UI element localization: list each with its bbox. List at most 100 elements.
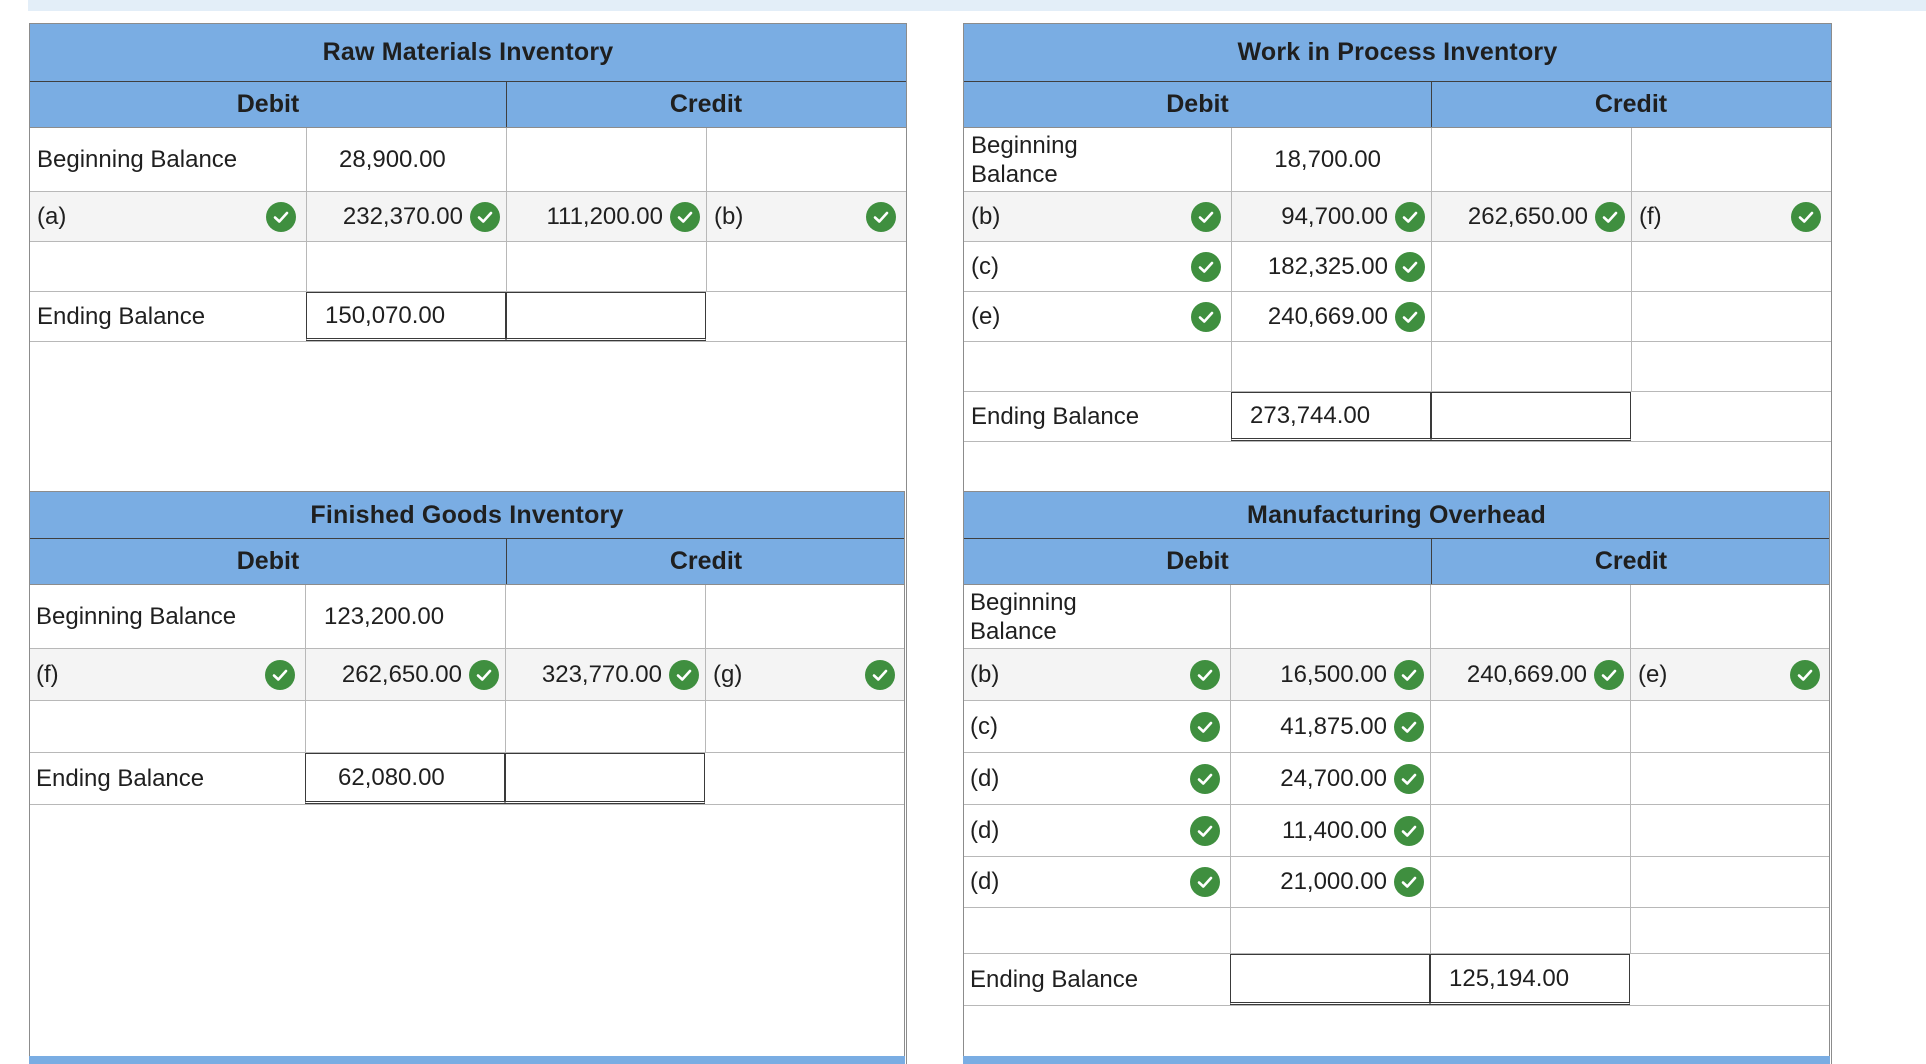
debit-ref-cell[interactable] [29, 701, 305, 752]
credit-ref-cell[interactable] [1631, 342, 1831, 391]
debit-amount-cell[interactable] [305, 701, 505, 752]
credit-ref-select[interactable]: (b) [706, 192, 906, 241]
debit-amount-input[interactable]: 16,500.00 [1230, 649, 1430, 700]
debit-ref-select[interactable]: (c) [963, 701, 1230, 752]
debit-ref-cell[interactable] [963, 908, 1230, 953]
check-circle-icon [1190, 711, 1220, 742]
debit-amount-input[interactable]: 262,650.00 [305, 649, 505, 700]
debit-ref-value: (a) [37, 202, 67, 230]
debit-ref-select[interactable]: (f) [29, 649, 305, 700]
debit-ref-select[interactable]: (a) [30, 192, 306, 241]
credit-ref-cell[interactable] [705, 701, 905, 752]
beginning-balance-amount[interactable]: 18,700.00 [1231, 128, 1431, 191]
credit-amount-cell[interactable] [1430, 585, 1630, 648]
debit-ref-select[interactable]: (d) [963, 753, 1230, 804]
check-circle-icon [1190, 867, 1220, 897]
credit-ref-cell[interactable] [1630, 805, 1830, 856]
debit-ref-cell[interactable] [30, 242, 306, 291]
credit-ref-select[interactable]: (e) [1630, 649, 1830, 700]
beginning-balance-amount[interactable]: 123,200.00 [305, 585, 505, 648]
debit-amount-input[interactable]: 182,325.00 [1231, 242, 1431, 291]
debit-amount-cell[interactable] [1230, 908, 1430, 953]
credit-amount-cell[interactable] [1430, 701, 1630, 752]
credit-amount-input[interactable]: 111,200.00 [506, 192, 706, 241]
debit-ref-select[interactable]: (d) [963, 857, 1230, 907]
debit-amount-input[interactable]: 41,875.00 [1230, 701, 1430, 752]
ending-balance-credit-cell[interactable] [505, 753, 705, 804]
credit-amount-cell[interactable] [506, 242, 706, 291]
credit-amount-input[interactable]: 240,669.00 [1430, 649, 1630, 700]
debit-amount-input[interactable]: 24,700.00 [1230, 753, 1430, 804]
debit-amount-input[interactable]: 11,400.00 [1230, 805, 1430, 856]
credit-amount-cell[interactable] [1431, 128, 1631, 191]
check-circle-icon [1190, 659, 1220, 690]
credit-ref-select[interactable]: (g) [705, 649, 905, 700]
credit-ref-select[interactable]: (f) [1631, 192, 1831, 241]
credit-amount-cell[interactable] [505, 701, 705, 752]
credit-ref-cell[interactable] [705, 585, 905, 648]
entry-row: (f) 262,650.00 323,770.00 (g) [29, 649, 905, 701]
ending-balance-credit-cell[interactable] [506, 292, 706, 341]
debit-ref-value: (c) [970, 712, 998, 740]
credit-ref-cell[interactable] [1630, 701, 1830, 752]
credit-ref-cell[interactable] [1630, 908, 1830, 953]
check-circle-icon [866, 201, 896, 232]
credit-ref-cell[interactable] [1630, 857, 1830, 907]
debit-ref-value: (b) [970, 660, 1000, 688]
beginning-balance-amount[interactable] [1230, 585, 1430, 648]
debit-amount-input[interactable]: 240,669.00 [1231, 292, 1431, 341]
check-circle-icon [1595, 201, 1625, 232]
debit-amount-input[interactable]: 21,000.00 [1230, 857, 1430, 907]
credit-amount-input[interactable]: 323,770.00 [505, 649, 705, 700]
beginning-balance-label: Beginning Balance [36, 602, 237, 630]
debit-ref-value: (e) [971, 302, 1001, 330]
check-circle-icon [1394, 763, 1424, 794]
debit-ref-select[interactable]: (b) [963, 649, 1230, 700]
credit-ref-value: (g) [713, 660, 743, 688]
ending-balance-row: Ending Balance 273,744.00 [964, 392, 1831, 442]
credit-amount-cell[interactable] [505, 585, 705, 648]
credit-amount-cell[interactable] [1430, 857, 1630, 907]
ending-balance-amount[interactable]: 62,080.00 [305, 753, 505, 804]
entry-row: (c) 182,325.00 [964, 242, 1831, 292]
credit-amount-value: 323,770.00 [541, 660, 662, 688]
debit-amount-value: 24,700.00 [1280, 764, 1387, 792]
credit-amount-input[interactable]: 262,650.00 [1431, 192, 1631, 241]
debit-amount-value: 16,500.00 [1280, 660, 1387, 688]
ending-balance-row: Ending Balance 150,070.00 [30, 292, 906, 342]
debit-amount-cell[interactable] [1231, 342, 1431, 391]
debit-ref-select[interactable]: (b) [964, 192, 1231, 241]
check-circle-icon [1594, 659, 1624, 690]
check-circle-icon [266, 201, 296, 232]
credit-amount-cell[interactable] [1430, 753, 1630, 804]
credit-amount-cell[interactable] [1431, 242, 1631, 291]
ending-balance-credit-cell[interactable] [1431, 392, 1631, 441]
debit-ref-select[interactable]: (c) [964, 242, 1231, 291]
ending-balance-amount[interactable]: 125,194.00 [1430, 954, 1630, 1005]
credit-amount-cell[interactable] [1430, 908, 1630, 953]
debit-amount-cell[interactable] [306, 242, 506, 291]
credit-ref-cell[interactable] [1631, 242, 1831, 291]
debit-ref-select[interactable]: (d) [963, 805, 1230, 856]
credit-ref-cell[interactable] [706, 128, 906, 191]
credit-amount-cell[interactable] [506, 128, 706, 191]
debit-amount-input[interactable]: 94,700.00 [1231, 192, 1431, 241]
debit-ref-cell[interactable] [964, 342, 1231, 391]
beginning-balance-amount[interactable]: 28,900.00 [306, 128, 506, 191]
debit-amount-input[interactable]: 232,370.00 [306, 192, 506, 241]
credit-ref-cell[interactable] [1630, 585, 1830, 648]
ending-balance-amount[interactable]: 273,744.00 [1231, 392, 1431, 441]
check-circle-icon [1191, 301, 1221, 332]
credit-amount-cell[interactable] [1430, 805, 1630, 856]
credit-ref-cell[interactable] [1630, 753, 1830, 804]
debit-ref-select[interactable]: (e) [964, 292, 1231, 341]
credit-ref-cell[interactable] [1631, 292, 1831, 341]
ending-balance-debit-cell[interactable] [1230, 954, 1430, 1005]
credit-amount-cell[interactable] [1431, 292, 1631, 341]
credit-amount-cell[interactable] [1431, 342, 1631, 391]
credit-ref-cell[interactable] [1631, 128, 1831, 191]
entry-row: (d) 24,700.00 [963, 753, 1830, 805]
ending-balance-amount[interactable]: 150,070.00 [306, 292, 506, 341]
credit-ref-cell[interactable] [706, 242, 906, 291]
beginning-balance-row: Beginning Balance 123,200.00 [29, 585, 905, 649]
